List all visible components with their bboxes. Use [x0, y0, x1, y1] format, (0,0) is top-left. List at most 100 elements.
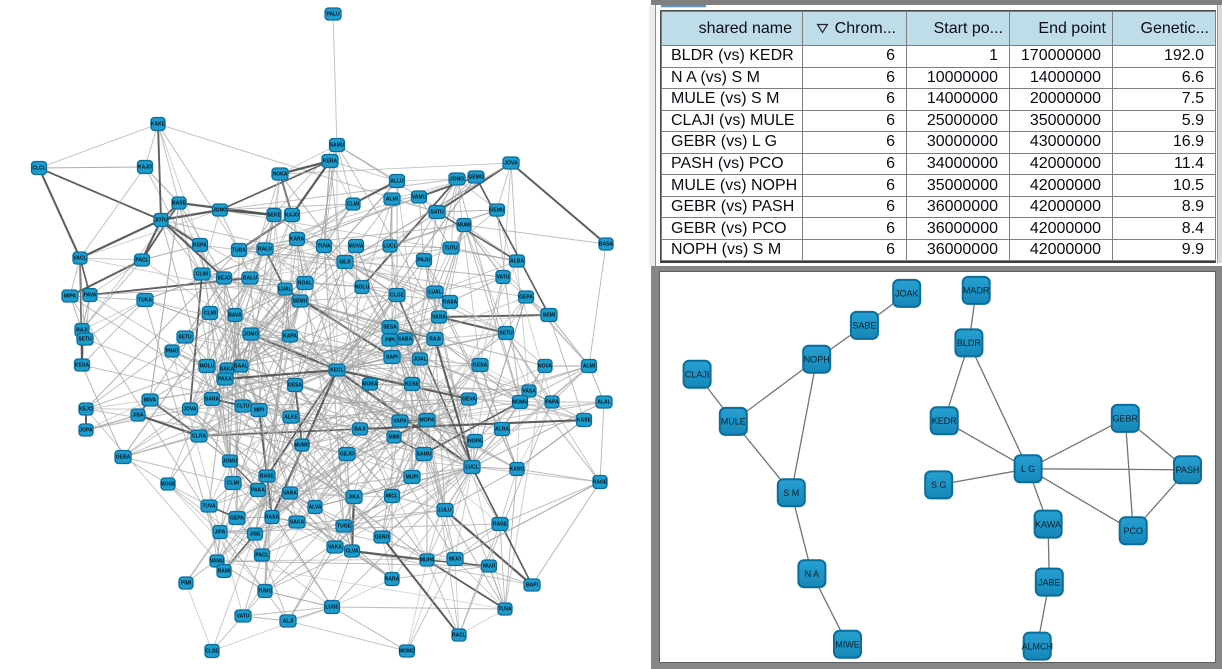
svg-text:GENO: GENO	[375, 535, 390, 541]
svg-text:RAGE: RAGE	[593, 480, 608, 486]
svg-text:LUAL: LUAL	[278, 287, 291, 293]
svg-text:LUAL: LUAL	[428, 290, 441, 296]
svg-text:SETU: SETU	[499, 331, 513, 337]
svg-text:CLMI: CLMI	[347, 202, 360, 208]
svg-text:SAKA: SAKA	[290, 520, 305, 526]
svg-text:TUGE: TUGE	[337, 524, 352, 530]
svg-text:SABE: SABE	[852, 321, 876, 331]
svg-text:CLTU: CLTU	[237, 404, 250, 410]
svg-text:SEJO: SEJO	[217, 276, 230, 282]
svg-text:JOVA: JOVA	[183, 407, 197, 413]
svg-text:VATU: VATU	[237, 614, 250, 620]
svg-text:MUJI: MUJI	[483, 564, 496, 570]
svg-text:VATU: VATU	[497, 275, 510, 281]
svg-text:L G: L G	[1021, 464, 1035, 474]
svg-text:SEMI: SEMI	[543, 313, 556, 319]
svg-text:JOMO: JOMO	[244, 332, 259, 338]
svg-text:TUKA: TUKA	[138, 298, 152, 304]
svg-text:JOVA: JOVA	[504, 161, 518, 167]
svg-text:KEJO: KEJO	[79, 407, 93, 413]
svg-text:JOTU: JOTU	[154, 218, 168, 224]
svg-text:CLVA: CLVA	[346, 549, 359, 555]
svg-text:MORA: MORA	[362, 382, 378, 388]
svg-text:PACL: PACL	[255, 553, 268, 559]
svg-text:MULE: MULE	[721, 417, 746, 427]
svg-text:NOKA: NOKA	[273, 172, 288, 178]
svg-text:SESA: SESA	[383, 325, 397, 331]
svg-text:RAMI: RAMI	[218, 569, 231, 575]
svg-text:JIKA: JIKA	[348, 495, 360, 501]
svg-text:LUCL: LUCL	[383, 244, 396, 250]
svg-text:SATU: SATU	[430, 210, 444, 216]
svg-text:MUMO: MUMO	[294, 443, 310, 449]
svg-text:BALU: BALU	[243, 276, 257, 282]
svg-text:SETU: SETU	[78, 337, 92, 343]
svg-text:GEMO: GEMO	[468, 175, 483, 181]
svg-text:NOPH: NOPH	[804, 354, 830, 364]
svg-text:MUPA: MUPA	[420, 558, 435, 564]
svg-text:RALU: RALU	[258, 247, 272, 253]
svg-text:TUBA: TUBA	[232, 248, 246, 254]
svg-text:MOMO: MOMO	[399, 649, 415, 655]
svg-text:KEDR: KEDR	[932, 416, 958, 426]
svg-text:MIMI: MIMI	[388, 435, 400, 441]
svg-text:VAKA: VAKA	[328, 545, 342, 551]
svg-text:KARA: KARA	[290, 237, 305, 243]
svg-text:GESA: GESA	[473, 363, 488, 369]
svg-text:BASA: BASA	[599, 242, 614, 248]
svg-text:MOMU: MOMU	[512, 400, 528, 406]
svg-text:ALBA: ALBA	[510, 259, 524, 265]
svg-text:JIPA: JIPA	[215, 530, 226, 536]
svg-text:GEBR: GEBR	[1113, 414, 1139, 424]
svg-text:PIPI: PIPI	[385, 338, 395, 344]
svg-text:CLMI: CLMI	[196, 272, 209, 278]
svg-text:MUMI: MUMI	[457, 223, 471, 229]
svg-text:ALMI: ALMI	[583, 364, 596, 370]
svg-text:JOMU: JOMU	[223, 459, 238, 465]
svg-text:BLDR: BLDR	[957, 338, 982, 348]
svg-text:KEPA: KEPA	[193, 243, 207, 249]
svg-text:VARA: VARA	[283, 491, 297, 497]
svg-text:GEJO: GEJO	[340, 452, 354, 458]
svg-text:PACL: PACL	[135, 258, 148, 264]
svg-text:GESA: GESA	[288, 383, 303, 389]
svg-text:BAPI: BAPI	[526, 583, 539, 589]
svg-text:NOLU: NOLU	[355, 285, 370, 291]
svg-text:MIWE: MIWE	[835, 640, 860, 650]
svg-text:CLRA: CLRA	[192, 434, 206, 440]
svg-text:RARA: RARA	[385, 577, 400, 583]
svg-text:KAJO: KAJO	[285, 213, 299, 219]
svg-text:JOAL: JOAL	[413, 357, 426, 363]
svg-text:S M: S M	[783, 488, 799, 498]
svg-text:NOVA: NOVA	[538, 364, 552, 370]
svg-text:VASA: VASA	[522, 389, 536, 395]
svg-text:SEMU: SEMU	[293, 299, 308, 305]
svg-text:KANO: KANO	[510, 467, 525, 473]
svg-text:ALJI: ALJI	[283, 619, 294, 625]
svg-text:PASH: PASH	[1176, 465, 1200, 475]
svg-text:PCO: PCO	[1123, 526, 1143, 536]
svg-text:RAJI: RAJI	[429, 337, 441, 343]
svg-text:ALKE: ALKE	[284, 415, 298, 421]
svg-text:MOGE: MOGE	[160, 482, 176, 488]
svg-text:RAGE: RAGE	[493, 522, 508, 528]
svg-text:GEMU: GEMU	[490, 208, 505, 214]
svg-text:ALMI: ALMI	[386, 197, 399, 203]
svg-text:RACL: RACL	[452, 633, 466, 639]
svg-text:LUSE: LUSE	[325, 605, 339, 611]
svg-text:SEKE: SEKE	[267, 213, 281, 219]
svg-text:VAMU: VAMU	[210, 559, 225, 565]
svg-text:JABE: JABE	[1038, 577, 1061, 587]
svg-text:PAJO: PAJO	[417, 258, 430, 264]
svg-text:SAMU: SAMU	[417, 452, 432, 458]
svg-text:NOAL: NOAL	[298, 281, 312, 287]
svg-text:S G: S G	[931, 480, 947, 490]
svg-text:CLSE: CLSE	[205, 649, 219, 655]
svg-text:KESA: KESA	[75, 363, 89, 369]
svg-text:N A: N A	[805, 569, 820, 579]
svg-text:BASE: BASE	[260, 474, 275, 480]
svg-text:TUVA: TUVA	[498, 607, 512, 613]
svg-text:PAVA: PAVA	[84, 293, 97, 299]
svg-text:RAJI: RAJI	[76, 328, 88, 334]
svg-text:ALMCH: ALMCH	[1021, 641, 1053, 651]
